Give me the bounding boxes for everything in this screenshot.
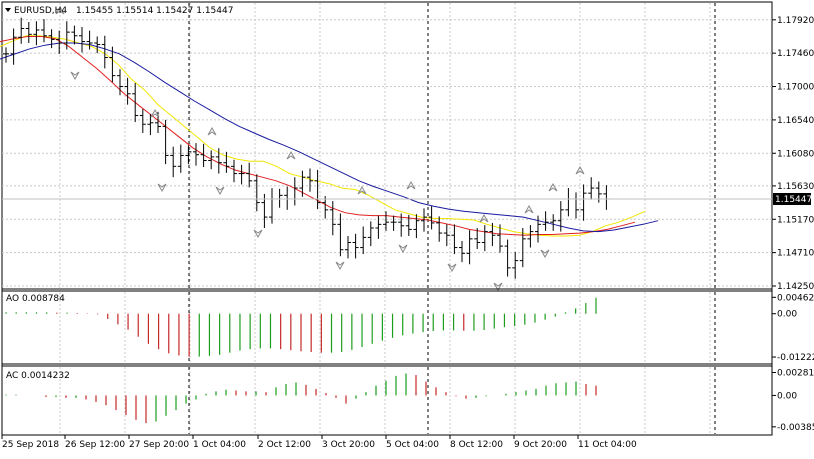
time-tick-label-5: 3 Oct 20:00 bbox=[322, 440, 375, 450]
ao-label: AO 0.008784 bbox=[6, 294, 65, 304]
price-tick-label-9: 1.14250 bbox=[777, 282, 814, 292]
ao-tick-label-1: 0.00 bbox=[777, 310, 797, 320]
fractal-down-icon-6 bbox=[447, 263, 457, 273]
ao-tick-label-2: -0.012228 bbox=[777, 353, 814, 363]
price-tick-label-5: 1.15630 bbox=[777, 182, 814, 192]
fractal-down-icon-4 bbox=[335, 261, 345, 271]
price-bars bbox=[3, 17, 610, 279]
fractal-up-icon-1 bbox=[150, 108, 160, 118]
price-tick-label-0: 1.17920 bbox=[777, 16, 814, 26]
fractal-up-icon-3 bbox=[286, 150, 296, 160]
time-tick-label-6: 5 Oct 04:00 bbox=[386, 440, 439, 450]
fractal-down-icon-5 bbox=[398, 244, 408, 254]
price-axis[interactable]: 1.17920 1.17460 1.17000 1.16540 1.16080 1.156… bbox=[772, 16, 814, 292]
price-tick-label-8: 1.14710 bbox=[777, 249, 814, 259]
fractal-up-icon-9 bbox=[575, 165, 585, 175]
main-period-separators bbox=[188, 3, 716, 288]
time-tick-label-8: 9 Oct 20:00 bbox=[514, 440, 567, 450]
fractal-down-icon-0 bbox=[70, 71, 80, 81]
time-tick-label-1: 26 Sep 12:00 bbox=[65, 440, 125, 450]
chart-frame bbox=[1, 1, 773, 436]
ac-histogram bbox=[5, 373, 597, 424]
fractal-down-icon-7 bbox=[493, 282, 503, 292]
time-tick-label-2: 27 Sep 20:00 bbox=[129, 440, 189, 450]
ac-period-separators bbox=[188, 367, 716, 434]
price-tick-label-3: 1.16540 bbox=[777, 116, 814, 126]
ohlc-values: 1.15455 1.15514 1.15427 1.15447 bbox=[76, 6, 233, 16]
current-price-box bbox=[773, 193, 811, 205]
moving-averages bbox=[0, 35, 659, 237]
main-grid bbox=[2, 3, 772, 434]
fractal-up-icon-6 bbox=[479, 213, 489, 223]
fractal-down-icon-2 bbox=[215, 186, 225, 196]
ac-label: AC 0.0014232 bbox=[6, 371, 70, 381]
price-tick-label-4: 1.16080 bbox=[777, 149, 814, 159]
fractal-up-icon-8 bbox=[548, 182, 558, 192]
fractal-down-icon-1 bbox=[157, 183, 167, 193]
time-tick-label-0: 25 Sep 2018 bbox=[2, 440, 59, 450]
ac-tick-label-0: 0.002814 bbox=[777, 369, 814, 379]
ac-tick-label-2: -0.003857 bbox=[777, 423, 814, 433]
ao-histogram bbox=[5, 297, 597, 357]
current-price-label: 1.15447 bbox=[775, 195, 812, 205]
ma-line-ma_slow bbox=[0, 42, 659, 233]
fractal-up-icon-4 bbox=[357, 185, 367, 195]
fractal-up-icon-2 bbox=[207, 126, 217, 136]
symbol-title: EURUSD,H4 bbox=[14, 6, 67, 16]
price-tick-label-1: 1.17460 bbox=[777, 49, 814, 59]
time-axis[interactable]: 25 Sep 2018 26 Sep 12:00 27 Sep 20:00 1 Oct… bbox=[1, 435, 637, 450]
current-price-tag: 1.15447 bbox=[2, 193, 812, 205]
dropdown-triangle-icon[interactable] bbox=[5, 8, 11, 12]
ac-tick-label-1: 0.00 bbox=[777, 391, 797, 401]
ma-line-ma_fast bbox=[0, 35, 646, 237]
price-tick-label-7: 1.15170 bbox=[777, 215, 814, 225]
fractal-markers bbox=[55, 5, 585, 292]
price-tick-label-2: 1.17000 bbox=[777, 83, 814, 93]
ac-axis: 0.002814 0.00 -0.003857 bbox=[772, 369, 814, 433]
chart-header: EURUSD,H4 1.15455 1.15514 1.15427 1.1544… bbox=[5, 6, 233, 16]
fractal-up-icon-5 bbox=[406, 180, 416, 190]
time-tick-label-7: 8 Oct 12:00 bbox=[450, 440, 503, 450]
fractal-down-icon-8 bbox=[540, 249, 550, 259]
time-tick-label-3: 1 Oct 04:00 bbox=[193, 440, 246, 450]
ao-tick-label-0: 0.004627 bbox=[777, 293, 814, 303]
time-tick-label-4: 2 Oct 12:00 bbox=[258, 440, 311, 450]
ao-axis: 0.004627 0.00 -0.012228 bbox=[772, 293, 814, 363]
time-tick-label-9: 11 Oct 04:00 bbox=[578, 440, 637, 450]
fractal-down-icon-3 bbox=[253, 229, 263, 239]
fractal-up-icon-7 bbox=[524, 204, 534, 214]
ao-period-separators bbox=[188, 292, 716, 363]
fractal-up-icon-0 bbox=[55, 5, 65, 15]
